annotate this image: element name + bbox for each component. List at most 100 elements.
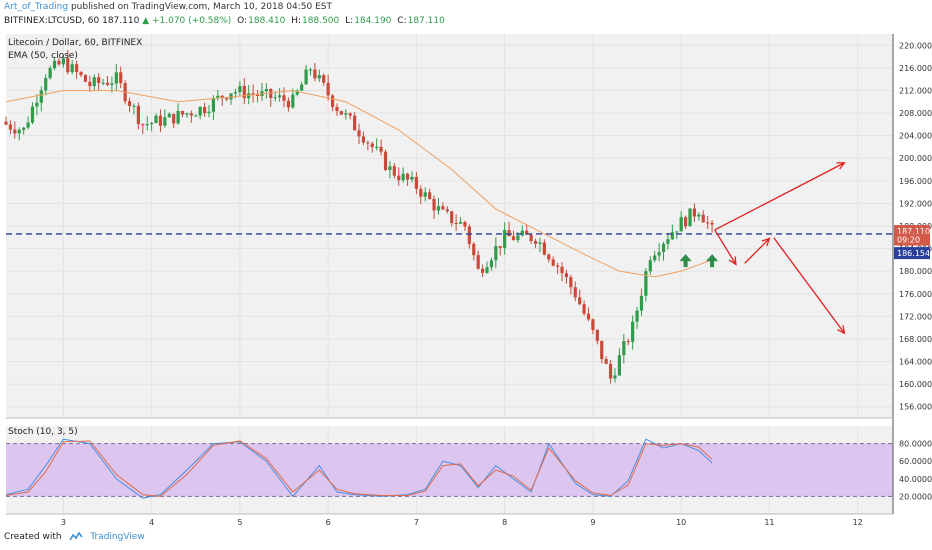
candle-body[interactable] [304,69,308,85]
candle-body[interactable] [273,97,277,99]
candle-body[interactable] [622,341,626,356]
candle-body[interactable] [511,236,516,241]
candle-body[interactable] [569,277,573,288]
candle-body[interactable] [666,239,670,244]
candle-body[interactable] [308,69,313,71]
candle-body[interactable] [70,64,74,73]
candle-body[interactable] [83,75,88,82]
candle-body[interactable] [423,192,427,197]
candle-body[interactable] [66,58,70,73]
candle-body[interactable] [313,69,317,79]
candle-body[interactable] [348,113,352,116]
candle-body[interactable] [388,166,392,170]
candle-body[interactable] [52,60,57,69]
candle-body[interactable] [264,88,268,92]
candle-body[interactable] [520,230,524,236]
candle-body[interactable] [335,106,339,112]
candle-body[interactable] [578,297,582,305]
candle-body[interactable] [463,222,467,227]
candle-body[interactable] [211,98,216,112]
candle-body[interactable] [269,88,273,98]
candle-body[interactable] [22,127,26,130]
candle-body[interactable] [432,198,436,211]
projection-down-arrow[interactable] [773,237,845,334]
candle-body[interactable] [278,95,282,98]
candle-body[interactable] [710,222,714,225]
candle-body[interactable] [653,255,657,261]
candle-body[interactable] [238,85,242,93]
candle-body[interactable] [503,230,507,248]
candle-body[interactable] [176,111,180,124]
candle-body[interactable] [282,95,286,101]
candle-body[interactable] [141,124,145,126]
candle-body[interactable] [295,90,299,95]
tradingview-link[interactable]: TradingView [90,532,145,542]
candle-body[interactable] [375,146,379,148]
candle-body[interactable] [706,222,710,224]
candle-body[interactable] [44,78,48,91]
candle-body[interactable] [454,222,458,224]
candle-body[interactable] [591,319,595,330]
candle-body[interactable] [127,101,132,106]
candle-body[interactable] [564,273,569,278]
candle-body[interactable] [441,206,445,210]
candle-body[interactable] [458,222,463,224]
candle-body[interactable] [617,355,621,376]
candle-body[interactable] [586,313,591,320]
candle-body[interactable] [595,329,599,341]
candle-body[interactable] [467,226,471,244]
candle-body[interactable] [220,95,224,99]
candle-body[interactable] [39,90,43,103]
candle-body[interactable] [247,93,251,99]
candle-body[interactable] [657,252,661,256]
candle-body[interactable] [600,340,604,360]
candle-body[interactable] [626,341,630,343]
candle-body[interactable] [529,234,533,242]
candle-body[interactable] [92,77,96,87]
candle-body[interactable] [185,113,189,115]
projection-dip-arrow[interactable] [714,229,737,265]
candle-body[interactable] [516,235,520,241]
candle-body[interactable] [202,107,207,114]
candle-body[interactable] [675,231,679,233]
chart-svg[interactable]: 220.000 216.000 212.000 208.000 204.000 200.0… [0,30,932,527]
candle-body[interactable] [450,211,454,223]
candle-body[interactable] [476,255,480,269]
candle-body[interactable] [101,82,105,84]
candle-body[interactable] [8,124,13,130]
candle-body[interactable] [322,75,326,83]
candle-body[interactable] [255,94,260,96]
candle-body[interactable] [163,117,167,126]
projection-up-arrow[interactable] [714,162,845,231]
candle-body[interactable] [608,363,613,379]
candle-body[interactable] [145,124,149,126]
candle-body[interactable] [392,166,396,176]
candle-body[interactable] [158,115,163,126]
candle-body[interactable] [150,122,154,125]
chart-container[interactable]: 220.000 216.000 212.000 208.000 204.000 200.0… [0,30,932,527]
candle-body[interactable] [79,72,83,76]
candle-body[interactable] [357,130,361,137]
candle-body[interactable] [401,173,405,181]
candle-body[interactable] [379,146,383,152]
candle-body[interactable] [445,209,449,212]
candle-body[interactable] [225,98,229,100]
candle-body[interactable] [485,267,489,273]
candle-body[interactable] [198,107,202,116]
candle-body[interactable] [631,321,635,342]
candle-body[interactable] [119,72,123,84]
candle-body[interactable] [498,246,502,248]
candle-body[interactable] [26,122,30,128]
candle-body[interactable] [604,359,608,364]
candle-body[interactable] [30,106,35,123]
candle-body[interactable] [194,115,198,117]
candle-body[interactable] [436,206,441,211]
candle-body[interactable] [679,217,683,232]
candle-body[interactable] [533,241,538,244]
candle-body[interactable] [414,176,419,189]
candle-body[interactable] [701,214,705,223]
candle-body[interactable] [353,115,357,131]
candle-body[interactable] [547,254,551,260]
candle-body[interactable] [648,260,652,272]
projection-bounce-arrow[interactable] [744,237,770,264]
